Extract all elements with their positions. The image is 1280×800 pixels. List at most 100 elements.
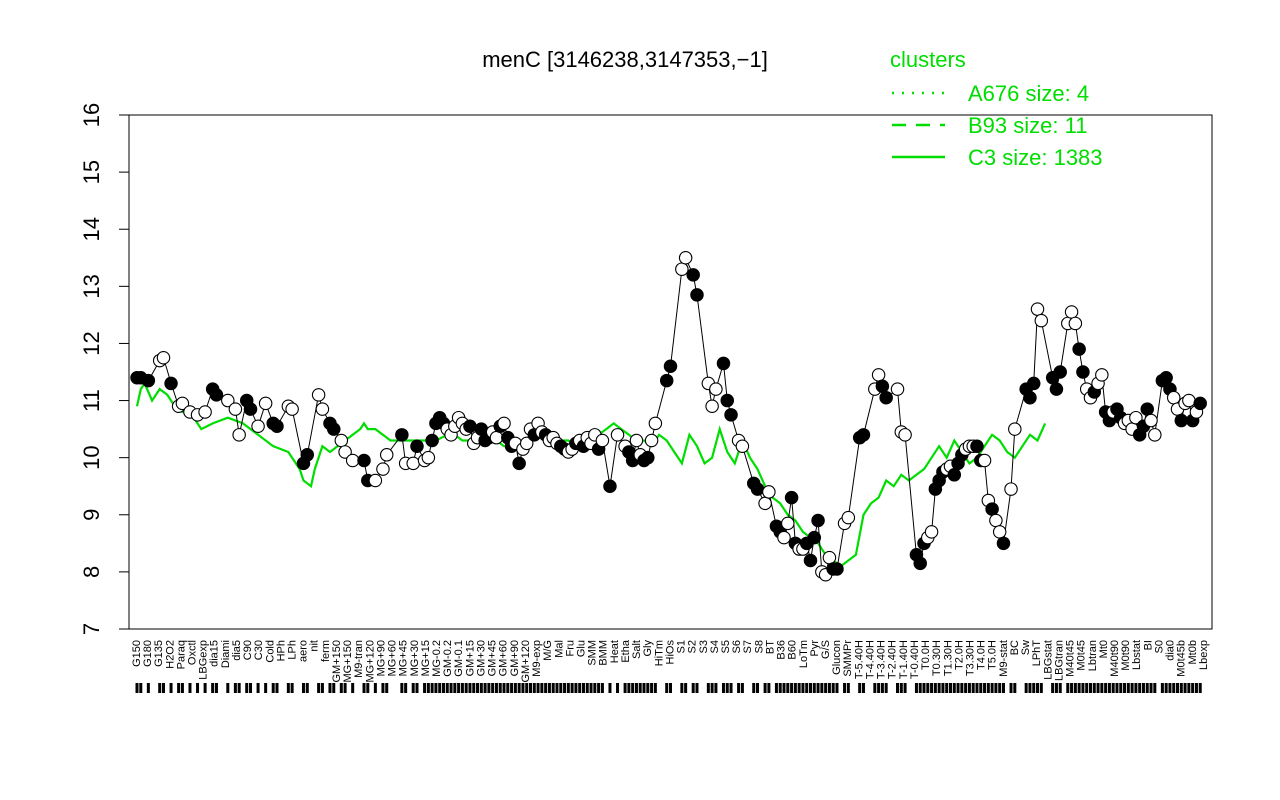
data-point	[856, 428, 871, 442]
data-point	[1193, 396, 1207, 411]
rug-mark	[264, 683, 268, 693]
rug-mark	[245, 683, 249, 693]
rug-mark	[1096, 683, 1100, 693]
x-tick-label: Glu	[575, 640, 587, 657]
rug-mark	[441, 683, 445, 693]
rug-mark	[320, 683, 324, 693]
data-point	[315, 402, 330, 416]
data-point	[777, 530, 791, 545]
y-tick-label: 14	[79, 217, 104, 241]
rug-mark	[1123, 683, 1127, 693]
x-tick-label: HPh	[275, 640, 287, 661]
x-tick-label: M/G	[542, 640, 554, 661]
rug-mark	[627, 683, 631, 693]
rug-mark	[873, 683, 877, 693]
y-tick-label: 13	[79, 274, 104, 298]
rug-mark	[665, 683, 669, 693]
rug-mark	[846, 683, 850, 693]
x-tick-label: LoTm	[798, 640, 810, 668]
legend-entries: A676 size: 4 B93 size: 11 C3 size: 1383	[892, 81, 1103, 170]
x-tick-label: LPhT	[1031, 640, 1043, 667]
rug-mark	[585, 683, 589, 693]
rug-mark	[343, 683, 347, 693]
x-tick-label: T-5.40H	[853, 640, 865, 679]
rug-mark	[472, 683, 476, 693]
rug-mark	[249, 683, 253, 693]
data-point	[379, 448, 394, 462]
rug-mark	[650, 683, 654, 693]
rug-mark	[1085, 683, 1089, 693]
rug-mark	[1070, 683, 1074, 693]
data-point	[1023, 390, 1037, 405]
data-point	[841, 510, 856, 525]
x-tick-label: Oxctl	[186, 640, 198, 665]
x-tick-label: dia15	[209, 640, 221, 667]
rug-mark	[918, 683, 922, 693]
rug-mark	[896, 683, 900, 693]
rug-mark	[710, 683, 714, 693]
rug-mark	[1111, 683, 1115, 693]
rug-mark	[1191, 683, 1195, 693]
rug-mark	[805, 683, 809, 693]
rug-mark	[1160, 683, 1164, 693]
x-tick-label: BI	[1142, 640, 1154, 650]
data-point	[425, 433, 439, 448]
rug-mark	[801, 683, 805, 693]
rug-mark	[169, 683, 173, 693]
data-point	[898, 428, 912, 442]
rug-mark	[998, 683, 1002, 693]
rug-mark	[1126, 683, 1130, 693]
data-points	[130, 251, 1207, 582]
data-point	[345, 453, 360, 468]
rug-mark	[937, 683, 941, 693]
data-point	[830, 562, 844, 576]
rug-mark	[1187, 683, 1191, 693]
x-tick-label: MG+30	[409, 640, 421, 676]
x-tick-label: Gly	[642, 640, 654, 657]
rug-mark	[237, 683, 241, 693]
rug-mark	[1172, 683, 1176, 693]
rug-mark	[135, 683, 139, 693]
x-tick-label: Lbtran	[1087, 640, 1099, 671]
data-point	[875, 379, 890, 394]
data-point	[992, 525, 1007, 539]
legend-label: C3 size: 1383	[968, 145, 1103, 170]
rug-mark	[1039, 683, 1043, 693]
data-point	[811, 513, 825, 528]
data-point	[1159, 370, 1173, 385]
data-point	[311, 388, 326, 402]
x-tick-label: MG+150	[342, 640, 354, 683]
rug-mark	[1024, 683, 1028, 693]
rug-mark	[423, 683, 427, 693]
rug-mark	[1013, 683, 1017, 693]
x-tick-label: S1	[676, 640, 688, 653]
rug-mark	[843, 683, 847, 693]
x-tick-label: HiOs	[664, 640, 676, 665]
y-tick-label: 12	[79, 331, 104, 355]
x-tick-label: M0t90	[1120, 640, 1132, 671]
rug-mark	[763, 683, 767, 693]
rug-mark	[1115, 683, 1119, 693]
rug-mark	[339, 683, 343, 693]
x-tick-label: S0	[1153, 640, 1165, 653]
rug-mark	[491, 683, 495, 693]
x-tick-label: M40t45	[1065, 640, 1077, 677]
rug-mark	[426, 683, 430, 693]
data-point	[996, 536, 1011, 551]
rug-mark	[286, 683, 290, 693]
rug-mark	[1168, 683, 1172, 693]
rug-mark	[1145, 683, 1149, 693]
rug-mark	[756, 683, 760, 693]
rug-mark	[328, 683, 332, 693]
x-tick-label: dia5	[231, 640, 243, 661]
rug-mark	[884, 683, 888, 693]
x-tick-label: T2.0H	[953, 640, 965, 670]
rug-mark	[880, 683, 884, 693]
rug-mark	[948, 683, 952, 693]
data-point	[232, 428, 246, 442]
x-tick-label: G180	[142, 640, 154, 667]
x-tick-label: S8	[753, 640, 765, 653]
data-point	[334, 433, 349, 448]
x-tick-label: M0t45b	[1176, 640, 1188, 677]
data-point	[285, 402, 299, 416]
